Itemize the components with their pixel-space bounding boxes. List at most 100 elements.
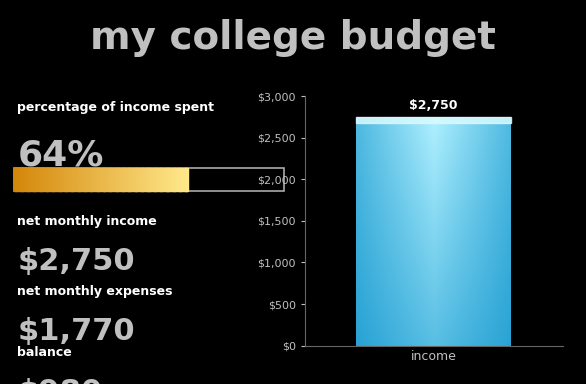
Bar bbox=[35, 168, 36, 191]
Bar bbox=[76, 168, 77, 191]
Text: $2,750: $2,750 bbox=[410, 99, 458, 112]
Bar bbox=[168, 168, 169, 191]
Bar bbox=[71, 168, 73, 191]
Bar bbox=[84, 168, 85, 191]
Bar bbox=[182, 168, 183, 191]
Bar bbox=[175, 168, 176, 191]
Bar bbox=[19, 168, 20, 191]
Bar bbox=[164, 168, 165, 191]
Bar bbox=[28, 168, 29, 191]
Bar bbox=[61, 168, 62, 191]
Bar bbox=[157, 168, 158, 191]
Bar bbox=[15, 168, 284, 191]
Bar bbox=[100, 168, 101, 191]
Bar bbox=[123, 168, 124, 191]
Bar bbox=[117, 168, 118, 191]
Bar bbox=[64, 168, 65, 191]
Bar bbox=[133, 168, 134, 191]
Bar bbox=[95, 168, 96, 191]
Bar bbox=[33, 168, 34, 191]
Bar bbox=[139, 168, 140, 191]
Bar bbox=[32, 168, 33, 191]
Text: percentage of income spent: percentage of income spent bbox=[18, 101, 214, 114]
Bar bbox=[87, 168, 88, 191]
Bar bbox=[106, 168, 107, 191]
Bar bbox=[23, 168, 24, 191]
Bar bbox=[94, 168, 95, 191]
Bar bbox=[154, 168, 155, 191]
Bar bbox=[44, 168, 45, 191]
Bar bbox=[90, 168, 91, 191]
Bar bbox=[39, 168, 40, 191]
Bar bbox=[111, 168, 113, 191]
Bar bbox=[97, 168, 98, 191]
Bar bbox=[59, 168, 60, 191]
Bar bbox=[16, 168, 18, 191]
Bar bbox=[150, 168, 151, 191]
Bar bbox=[74, 168, 75, 191]
Bar bbox=[178, 168, 179, 191]
Bar bbox=[86, 168, 87, 191]
Bar bbox=[125, 168, 126, 191]
Bar bbox=[99, 168, 100, 191]
Bar bbox=[72, 168, 73, 191]
Bar bbox=[130, 168, 131, 191]
Bar bbox=[28, 168, 29, 191]
Bar bbox=[135, 168, 137, 191]
Bar bbox=[186, 168, 187, 191]
Bar bbox=[145, 168, 146, 191]
Bar bbox=[130, 168, 131, 191]
Bar bbox=[174, 168, 175, 191]
Bar bbox=[37, 168, 38, 191]
Bar bbox=[75, 168, 76, 191]
Bar bbox=[148, 168, 149, 191]
Bar bbox=[146, 168, 148, 191]
Bar bbox=[143, 168, 144, 191]
Bar bbox=[25, 168, 26, 191]
Bar bbox=[166, 168, 167, 191]
Bar bbox=[84, 168, 86, 191]
Bar bbox=[67, 168, 69, 191]
Bar bbox=[176, 168, 177, 191]
Bar bbox=[114, 168, 115, 191]
Bar bbox=[91, 168, 93, 191]
Bar bbox=[36, 168, 38, 191]
Bar bbox=[154, 168, 155, 191]
Bar bbox=[101, 168, 102, 191]
Bar bbox=[70, 168, 71, 191]
Bar bbox=[168, 168, 169, 191]
Bar bbox=[108, 168, 109, 191]
Bar bbox=[39, 168, 40, 191]
Bar bbox=[179, 168, 180, 191]
Bar bbox=[26, 168, 27, 191]
Bar bbox=[142, 168, 144, 191]
Bar bbox=[185, 168, 186, 191]
Bar bbox=[68, 168, 69, 191]
Bar bbox=[103, 168, 104, 191]
Bar bbox=[80, 168, 81, 191]
Bar bbox=[115, 168, 116, 191]
Bar bbox=[53, 168, 54, 191]
Bar bbox=[158, 168, 159, 191]
Bar bbox=[88, 168, 89, 191]
Bar bbox=[121, 168, 122, 191]
Bar bbox=[126, 168, 127, 191]
Bar bbox=[35, 168, 36, 191]
Bar bbox=[30, 168, 31, 191]
Bar bbox=[77, 168, 78, 191]
Bar bbox=[48, 168, 49, 191]
Bar bbox=[38, 168, 39, 191]
Bar bbox=[148, 168, 149, 191]
Text: balance: balance bbox=[18, 346, 72, 359]
Text: $2,750: $2,750 bbox=[18, 247, 135, 276]
Bar bbox=[55, 168, 56, 191]
Bar bbox=[151, 168, 152, 191]
Bar bbox=[180, 168, 182, 191]
Bar bbox=[134, 168, 135, 191]
Bar bbox=[46, 168, 47, 191]
Bar bbox=[102, 168, 103, 191]
Bar bbox=[73, 168, 74, 191]
Bar bbox=[42, 168, 43, 191]
Bar bbox=[179, 168, 180, 191]
Bar bbox=[159, 168, 160, 191]
